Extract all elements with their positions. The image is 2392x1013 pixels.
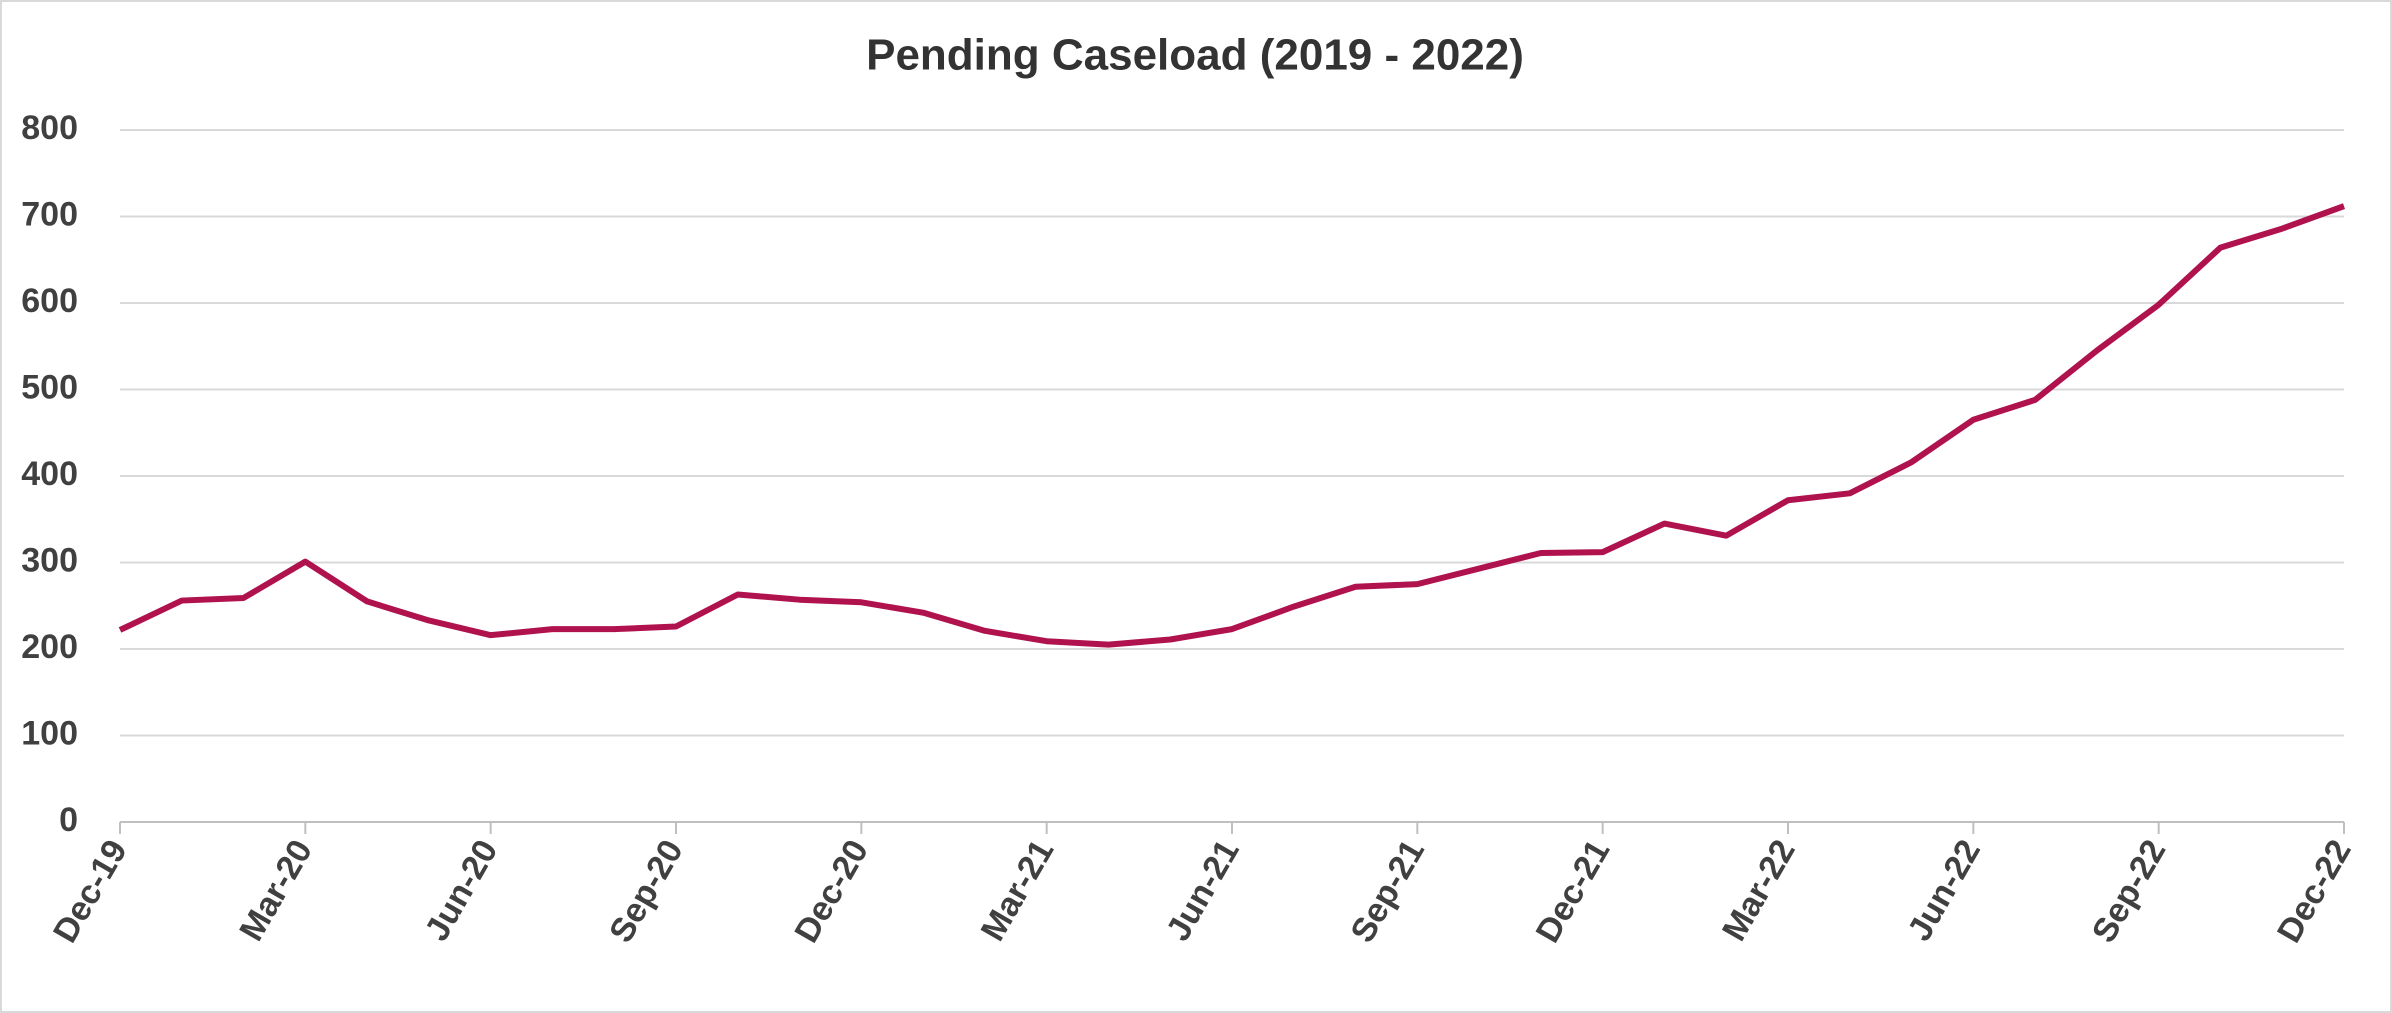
y-tick-label: 300 [21, 541, 78, 579]
y-tick-label: 100 [21, 714, 78, 752]
chart-title: Pending Caseload (2019 - 2022) [866, 31, 1524, 80]
y-tick-label: 600 [21, 282, 78, 320]
y-tick-label: 500 [21, 368, 78, 406]
data-line [118, 203, 2346, 648]
y-tick-label: 200 [21, 628, 78, 666]
y-tick-label: 0 [59, 801, 78, 839]
y-tick-label: 700 [21, 195, 78, 233]
y-tick-label: 400 [21, 455, 78, 493]
y-tick-label: 800 [21, 109, 78, 147]
